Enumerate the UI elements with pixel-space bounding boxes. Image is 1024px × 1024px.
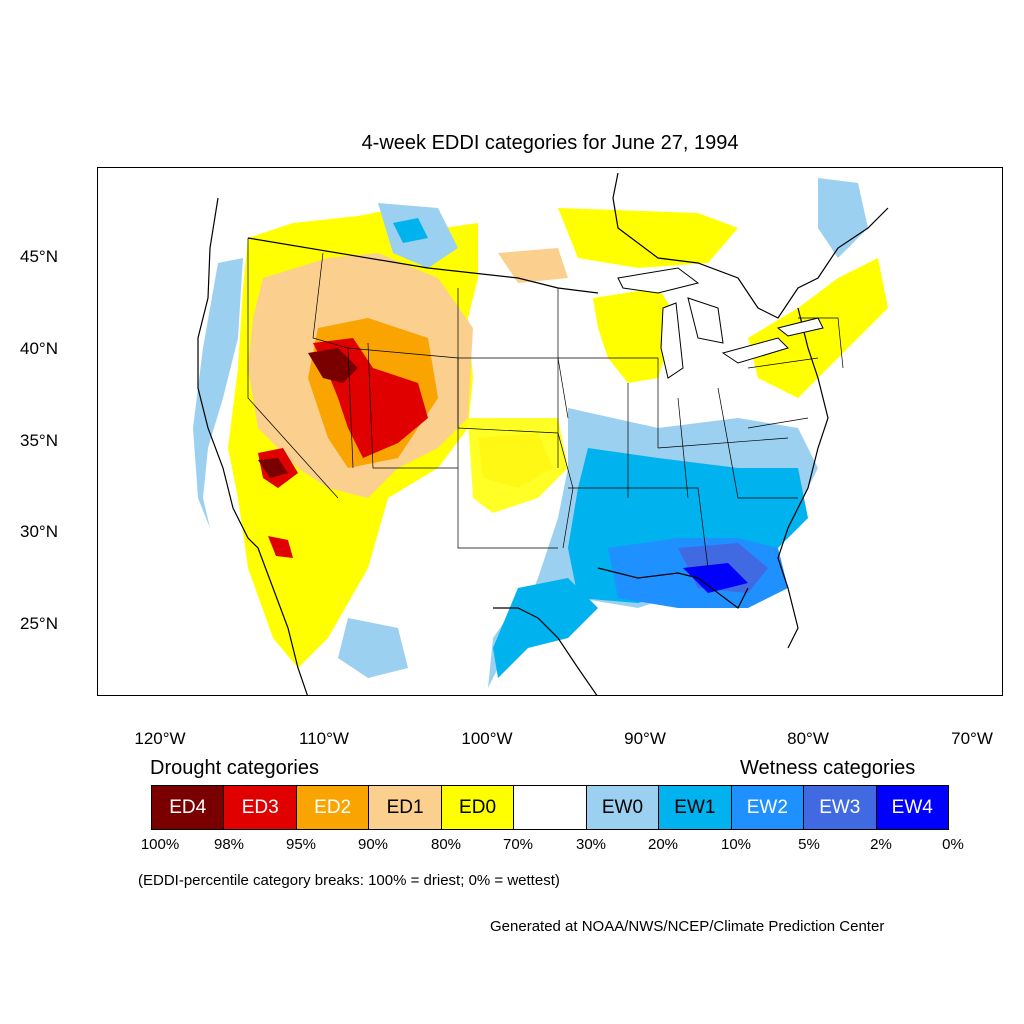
region-ed4-nevada — [258, 458, 288, 478]
region-ew1-canada — [393, 218, 428, 243]
legend-box-ew3: EW3 — [804, 786, 877, 829]
wetness-heading: Wetness categories — [740, 757, 916, 779]
percent-break-label: 30% — [575, 836, 607, 853]
lon-tick-label: 120°W — [134, 729, 186, 748]
percent-break-label: 70% — [502, 836, 534, 853]
region-ed3-baja — [268, 536, 293, 558]
region-ed4-idaho — [308, 348, 358, 383]
legend-box-ed2: ED2 — [296, 786, 370, 829]
coastlines — [197, 172, 889, 695]
region-ew0-mexico — [338, 618, 408, 678]
category-break-note: (EDDI-percentile category breaks: 100% =… — [138, 872, 560, 889]
state-boundaries — [247, 238, 844, 569]
legend-box-neutral — [514, 786, 587, 829]
percent-break-label: 5% — [798, 836, 820, 853]
legend-box-ew2: EW2 — [731, 786, 805, 829]
region-ew4-florida — [683, 563, 748, 593]
region-ed1-north — [498, 248, 568, 283]
legend-box-ew1: EW1 — [659, 786, 732, 829]
map-panel — [97, 167, 1003, 696]
percent-break-label: 95% — [285, 836, 317, 853]
lat-tick-label: 35°N — [20, 431, 58, 450]
lat-tick-label: 25°N — [20, 614, 58, 633]
lon-tick-label: 70°W — [951, 729, 993, 748]
region-ed0-north — [558, 208, 738, 268]
percent-break-label: 10% — [720, 836, 752, 853]
map-title: 4-week EDDI categories for June 27, 1994 — [361, 132, 739, 154]
region-ew1-texas — [493, 578, 598, 678]
percent-break-label: 100% — [140, 836, 180, 853]
percent-break-label: 0% — [942, 836, 964, 853]
legend-box-ed4: ED4 — [152, 786, 225, 829]
lat-tick-label: 40°N — [20, 339, 58, 358]
lat-tick-label: 30°N — [20, 522, 58, 541]
percent-break-label: 90% — [357, 836, 389, 853]
region-ew0-quebec — [818, 178, 868, 258]
legend-box-ed3: ED3 — [224, 786, 297, 829]
lon-tick-label: 90°W — [624, 729, 666, 748]
legend-color-bar: ED4 ED3 ED2 ED1 ED0 EW0 EW1 EW2 EW3 EW4 — [151, 785, 949, 830]
percent-break-label: 98% — [213, 836, 245, 853]
drought-heading: Drought categories — [150, 757, 319, 779]
percent-break-label: 2% — [870, 836, 892, 853]
lon-tick-label: 80°W — [787, 729, 829, 748]
lat-tick-label: 45°N — [20, 247, 58, 266]
great-lakes — [617, 267, 824, 379]
region-ew0-pacific-coast — [193, 258, 243, 528]
credit-text: Generated at NOAA/NWS/NCEP/Climate Predi… — [490, 918, 885, 935]
legend-box-ed1: ED1 — [369, 786, 442, 829]
percent-break-label: 20% — [647, 836, 679, 853]
lon-tick-label: 110°W — [299, 729, 349, 748]
region-ed0-plains — [468, 418, 568, 513]
region-ed0-greatlakes — [593, 288, 678, 383]
legend-box-ew4: EW4 — [876, 786, 948, 829]
lon-tick-label: 100°W — [461, 729, 513, 748]
legend-box-ed0: ED0 — [441, 786, 515, 829]
percent-break-label: 80% — [430, 836, 462, 853]
eddi-map — [98, 168, 1002, 695]
legend-box-ew0: EW0 — [586, 786, 660, 829]
